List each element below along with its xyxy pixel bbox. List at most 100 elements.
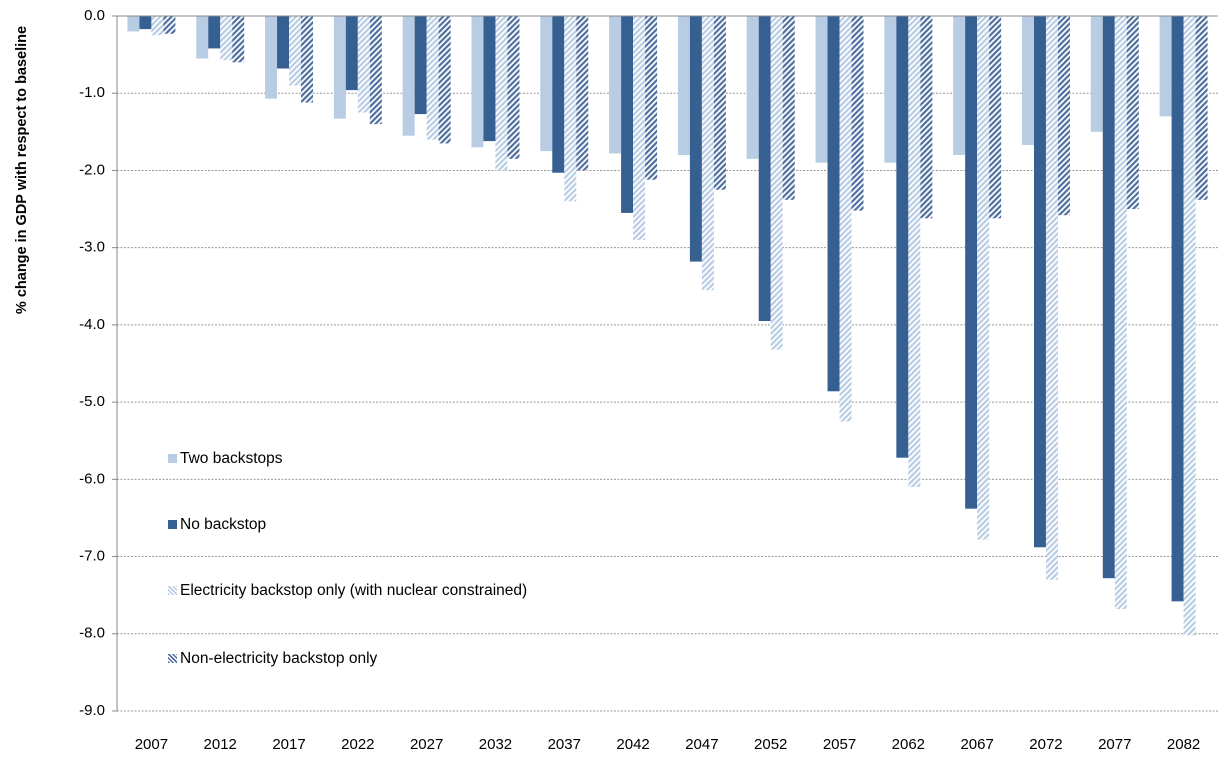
bar (564, 16, 577, 202)
bar (540, 16, 553, 152)
bar (345, 16, 358, 91)
y-tick-label: -4.0 (79, 316, 105, 333)
legend-swatch (168, 654, 177, 663)
bar (438, 16, 451, 144)
bar (139, 16, 152, 30)
y-axis-label: % change in GDP with respect to baseline (14, 26, 30, 314)
bar (633, 16, 646, 240)
bar (1183, 16, 1196, 636)
bar (1090, 16, 1103, 132)
bar (220, 16, 233, 61)
bar (196, 16, 209, 59)
legend-item: No backstop (168, 516, 266, 534)
bar (815, 16, 828, 163)
bar (953, 16, 966, 155)
x-tick-label: 2037 (548, 736, 581, 753)
bar (426, 16, 439, 140)
bar (552, 16, 565, 173)
bar (920, 16, 933, 219)
bar (369, 16, 382, 125)
bar (1171, 16, 1184, 602)
y-tick-label: -3.0 (79, 239, 105, 256)
bar (1021, 16, 1034, 145)
bar (965, 16, 978, 509)
legend-label: Electricity backstop only (with nuclear … (180, 582, 528, 599)
legend-label: Two backstops (180, 450, 283, 467)
x-tick-label: 2032 (479, 736, 512, 753)
y-tick-label: -6.0 (79, 470, 105, 487)
x-tick-label: 2042 (616, 736, 649, 753)
x-tick-label: 2057 (823, 736, 856, 753)
bar (495, 16, 508, 171)
y-tick-label: -7.0 (79, 548, 105, 565)
bar (621, 16, 634, 213)
x-tick-label: 2052 (754, 736, 787, 753)
bar (402, 16, 415, 136)
x-tick-label: 2022 (341, 736, 374, 753)
y-tick-label: 0.0 (84, 7, 105, 24)
bar (1045, 16, 1058, 580)
bar (208, 16, 221, 49)
bar (758, 16, 771, 322)
bar (884, 16, 897, 163)
bar (151, 16, 164, 36)
legend-swatch (168, 520, 177, 529)
bar (576, 16, 589, 171)
legend-item: Non-electricity backstop only (168, 650, 377, 668)
bar (1195, 16, 1208, 200)
bar (713, 16, 726, 190)
bar (289, 16, 302, 86)
x-tick-label: 2062 (892, 736, 925, 753)
legend-label: No backstop (180, 516, 267, 533)
bar (265, 16, 278, 99)
bar (483, 16, 496, 142)
x-tick-label: 2072 (1029, 736, 1062, 753)
x-tick-label: 2012 (204, 736, 237, 753)
x-tick-label: 2067 (960, 736, 993, 753)
bar (677, 16, 690, 155)
bar (851, 16, 864, 211)
bar (414, 16, 427, 115)
y-tick-label: -2.0 (79, 161, 105, 178)
bar (163, 16, 176, 34)
bar (609, 16, 622, 154)
bar (471, 16, 484, 148)
bar (507, 16, 520, 159)
x-tick-label: 2047 (685, 736, 718, 753)
y-tick-label: -8.0 (79, 625, 105, 642)
y-tick-label: -5.0 (79, 393, 105, 410)
x-tick-label: 2007 (135, 736, 168, 753)
bar (1114, 16, 1127, 610)
x-tick-label: 2027 (410, 736, 443, 753)
bar (301, 16, 314, 103)
x-tick-label: 2082 (1167, 736, 1200, 753)
legend-swatch (168, 586, 177, 595)
bar (333, 16, 346, 119)
bar (989, 16, 1002, 219)
bar (1057, 16, 1070, 216)
legend-label: Non-electricity backstop only (180, 650, 378, 667)
bar (701, 16, 714, 291)
y-tick-label: -9.0 (79, 702, 105, 719)
bar (908, 16, 921, 488)
bar (896, 16, 909, 458)
bar (827, 16, 840, 392)
legend-item: Two backstops (168, 450, 283, 468)
bar (839, 16, 852, 422)
bar (1102, 16, 1115, 579)
bar (357, 16, 370, 113)
x-tick-label: 2017 (272, 736, 305, 753)
bar (1159, 16, 1172, 117)
y-tick-label: -1.0 (79, 84, 105, 101)
bar (770, 16, 783, 350)
bar (746, 16, 759, 159)
legend-swatch (168, 454, 177, 463)
x-tick-label: 2077 (1098, 736, 1131, 753)
bar (1033, 16, 1046, 548)
bar (277, 16, 290, 69)
bar (232, 16, 245, 63)
legend-item: Electricity backstop only (with nuclear … (168, 582, 527, 600)
bar (689, 16, 702, 262)
